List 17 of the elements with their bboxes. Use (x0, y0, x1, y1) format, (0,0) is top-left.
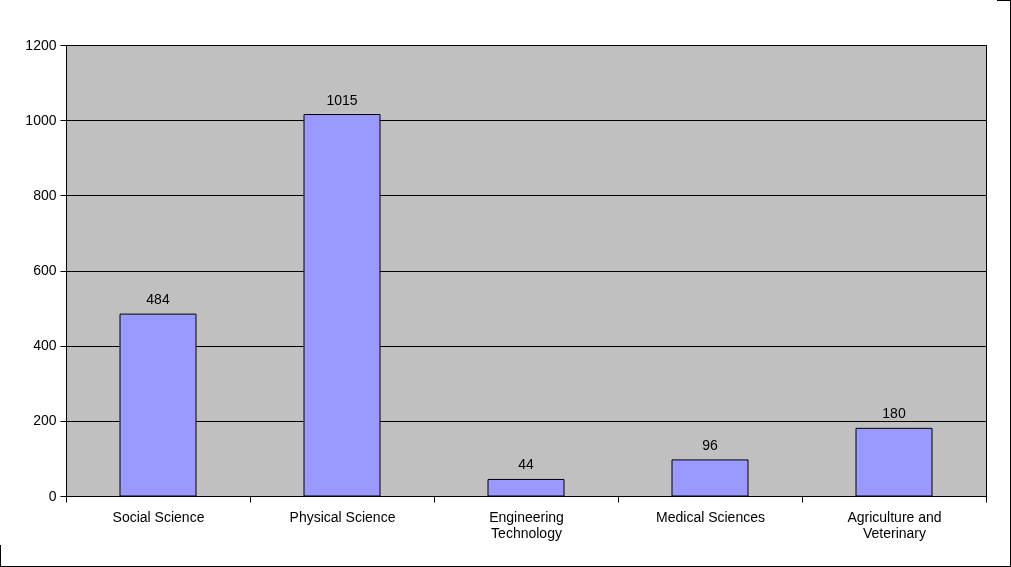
y-tick-label: 1200 (25, 36, 57, 53)
y-tick-label: 200 (33, 412, 57, 429)
x-tick-label: Engineering Technology (489, 508, 564, 541)
data-label: 1015 (326, 91, 358, 108)
y-tick-label: 1000 (25, 111, 57, 128)
y-tick-label: 600 (33, 262, 57, 278)
y-tick-label: 0 (48, 487, 57, 504)
x-tick-label: Social Science (112, 508, 205, 525)
data-label: 96 (702, 436, 718, 453)
x-tick-label: Agriculture and Veterinary (847, 508, 942, 541)
y-tick-label: 400 (33, 337, 57, 354)
data-label: 44 (518, 456, 534, 473)
x-tick-label: Physical Science (289, 508, 396, 525)
x-tick-label: Medical Sciences (656, 508, 765, 525)
y-tick-label: 800 (33, 186, 57, 203)
data-label: 180 (882, 405, 906, 422)
data-label: 484 (146, 291, 170, 308)
